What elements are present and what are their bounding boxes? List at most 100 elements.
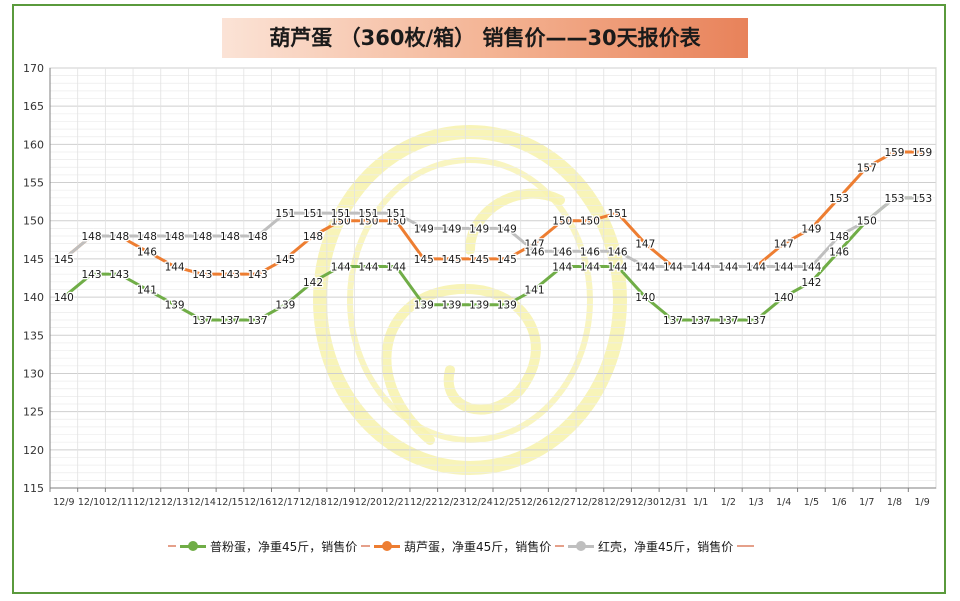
- data-point: [227, 271, 233, 277]
- data-label: 150: [552, 216, 572, 228]
- watermark-inner-ring: [347, 157, 593, 443]
- data-point: [144, 248, 150, 254]
- data-label: 146: [525, 246, 545, 258]
- data-label: 151: [608, 208, 628, 220]
- legend-label: 红壳，净重45斤，销售价: [598, 539, 734, 554]
- y-tick-label: 140: [23, 291, 44, 304]
- data-point: [255, 317, 261, 323]
- data-point: [614, 248, 621, 254]
- data-point: [393, 263, 399, 270]
- data-label: 140: [774, 292, 794, 304]
- data-point: [61, 256, 67, 262]
- data-point: [864, 218, 870, 224]
- data-label: 137: [248, 315, 268, 327]
- data-label: 143: [109, 269, 129, 281]
- data-point: [531, 241, 538, 247]
- data-label: 137: [220, 315, 240, 327]
- x-tick-label: 12/17: [272, 497, 299, 508]
- data-point: [282, 302, 288, 308]
- data-point: [448, 256, 455, 262]
- data-point: [421, 225, 427, 231]
- data-label: 150: [857, 216, 877, 228]
- data-label: 144: [718, 262, 738, 274]
- data-point: [808, 225, 815, 231]
- data-label: 144: [691, 262, 711, 274]
- data-label: 144: [801, 262, 821, 274]
- data-point: [670, 317, 676, 323]
- data-point: [199, 233, 205, 239]
- x-tick-label: 12/18: [299, 497, 326, 508]
- data-label: 146: [580, 246, 600, 258]
- legend-item-series-2: 葫芦蛋，净重45斤，销售价: [370, 536, 556, 556]
- x-tick-label: 12/11: [106, 497, 133, 508]
- data-label: 149: [469, 223, 489, 235]
- x-tick-label: 12/19: [327, 497, 354, 508]
- y-tick-label: 150: [23, 215, 44, 228]
- x-tick-label: 12/12: [133, 497, 160, 508]
- data-point: [781, 241, 787, 247]
- data-label: 148: [137, 231, 157, 243]
- data-label: 144: [386, 262, 406, 274]
- data-point: [559, 263, 565, 270]
- data-label: 145: [54, 254, 74, 266]
- data-point: [338, 210, 344, 216]
- data-point: [808, 279, 815, 285]
- legend: 普粉蛋，净重45斤，销售价 葫芦蛋，净重45斤，销售价 红壳，净重45斤，销售价: [168, 532, 754, 560]
- data-label: 137: [192, 315, 212, 327]
- data-point: [393, 210, 399, 216]
- y-tick-label: 120: [23, 444, 44, 457]
- data-point: [310, 279, 316, 285]
- data-point: [698, 317, 704, 323]
- data-point: [338, 218, 344, 224]
- x-tick-label: 12/13: [161, 497, 188, 508]
- data-point: [753, 317, 759, 323]
- data-point: [587, 248, 593, 254]
- data-point: [476, 302, 482, 308]
- legend-item-series-1: 普粉蛋，净重45斤，销售价: [176, 536, 362, 556]
- data-point: [255, 271, 261, 277]
- x-tick-label: 12/20: [355, 497, 382, 508]
- data-label: 159: [912, 147, 932, 159]
- data-label: 148: [829, 231, 849, 243]
- data-label: 148: [165, 231, 185, 243]
- y-tick-label: 145: [23, 253, 44, 266]
- data-label: 147: [774, 239, 794, 251]
- data-label: 146: [608, 246, 628, 258]
- data-point: [227, 317, 233, 323]
- data-label: 150: [331, 216, 351, 228]
- x-tick-label: 12/21: [382, 497, 409, 508]
- data-point: [227, 233, 233, 239]
- data-label: 141: [525, 284, 545, 296]
- data-label: 148: [82, 231, 102, 243]
- data-point: [310, 210, 316, 216]
- data-point: [642, 241, 648, 247]
- data-label: 144: [663, 262, 683, 274]
- data-point: [670, 263, 676, 270]
- data-label: 148: [220, 231, 240, 243]
- axes: 115 120 125 130 135 140 145 150 155 160 165 170 12/9…: [23, 62, 936, 508]
- data-label: 137: [663, 315, 683, 327]
- data-point: [531, 286, 538, 293]
- x-tick-label: 12/10: [78, 497, 105, 508]
- data-point: [199, 271, 205, 277]
- x-tick-label: 12/16: [244, 497, 271, 508]
- data-label: 145: [497, 254, 517, 266]
- data-point: [919, 195, 925, 201]
- series-line-2: [62, 150, 923, 276]
- data-label: 143: [220, 269, 240, 281]
- y-tick-label: 115: [23, 482, 44, 495]
- data-label: 151: [386, 208, 406, 220]
- data-label: 146: [137, 246, 157, 258]
- data-label: 143: [248, 269, 268, 281]
- data-label: 150: [580, 216, 600, 228]
- data-point: [448, 225, 455, 231]
- data-point: [476, 225, 482, 231]
- data-point: [338, 263, 344, 270]
- chart-frame: [12, 4, 946, 594]
- x-tick-label: 12/26: [521, 497, 548, 508]
- data-label: 145: [54, 254, 74, 266]
- data-label: 144: [691, 262, 711, 274]
- legend-item-series-3: 红壳，净重45斤，销售价: [564, 536, 738, 556]
- data-point: [725, 263, 731, 270]
- data-point: [531, 248, 538, 254]
